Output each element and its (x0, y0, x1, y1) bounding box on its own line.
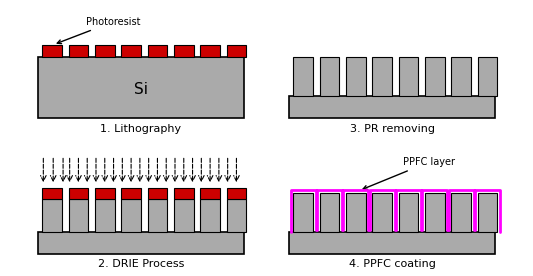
FancyBboxPatch shape (174, 200, 193, 232)
FancyBboxPatch shape (425, 57, 445, 96)
FancyBboxPatch shape (148, 189, 167, 200)
FancyBboxPatch shape (451, 193, 471, 232)
FancyBboxPatch shape (451, 57, 471, 96)
FancyBboxPatch shape (200, 45, 220, 57)
FancyBboxPatch shape (95, 45, 115, 57)
FancyBboxPatch shape (42, 200, 62, 232)
FancyBboxPatch shape (121, 45, 141, 57)
FancyBboxPatch shape (200, 200, 220, 232)
Text: Si: Si (134, 82, 148, 97)
FancyBboxPatch shape (227, 189, 246, 200)
FancyBboxPatch shape (69, 189, 88, 200)
FancyBboxPatch shape (69, 200, 88, 232)
FancyBboxPatch shape (42, 45, 62, 57)
FancyBboxPatch shape (478, 57, 497, 96)
Text: 3. PR removing: 3. PR removing (350, 124, 434, 134)
FancyBboxPatch shape (42, 189, 62, 200)
FancyBboxPatch shape (174, 45, 193, 57)
FancyBboxPatch shape (399, 57, 418, 96)
FancyBboxPatch shape (372, 193, 392, 232)
FancyBboxPatch shape (121, 189, 141, 200)
FancyBboxPatch shape (293, 57, 313, 96)
FancyBboxPatch shape (148, 45, 167, 57)
FancyBboxPatch shape (320, 193, 340, 232)
FancyBboxPatch shape (69, 45, 88, 57)
FancyBboxPatch shape (38, 57, 244, 118)
Text: Photoresist: Photoresist (57, 17, 141, 44)
FancyBboxPatch shape (227, 45, 246, 57)
FancyBboxPatch shape (478, 193, 497, 232)
FancyBboxPatch shape (289, 232, 495, 254)
FancyBboxPatch shape (148, 200, 167, 232)
Text: PPFC layer: PPFC layer (363, 157, 455, 189)
Text: 2. DRIE Process: 2. DRIE Process (98, 259, 184, 269)
FancyBboxPatch shape (425, 193, 445, 232)
FancyBboxPatch shape (95, 189, 115, 200)
FancyBboxPatch shape (399, 193, 418, 232)
FancyBboxPatch shape (174, 189, 193, 200)
FancyBboxPatch shape (121, 200, 141, 232)
FancyBboxPatch shape (289, 96, 495, 118)
FancyBboxPatch shape (200, 189, 220, 200)
FancyBboxPatch shape (227, 200, 246, 232)
Text: 4. PPFC coating: 4. PPFC coating (349, 259, 435, 269)
FancyBboxPatch shape (320, 57, 340, 96)
FancyBboxPatch shape (372, 57, 392, 96)
Text: 1. Lithography: 1. Lithography (100, 124, 182, 134)
FancyBboxPatch shape (95, 200, 115, 232)
FancyBboxPatch shape (346, 193, 366, 232)
FancyBboxPatch shape (346, 57, 366, 96)
FancyBboxPatch shape (293, 193, 313, 232)
FancyBboxPatch shape (38, 232, 244, 254)
